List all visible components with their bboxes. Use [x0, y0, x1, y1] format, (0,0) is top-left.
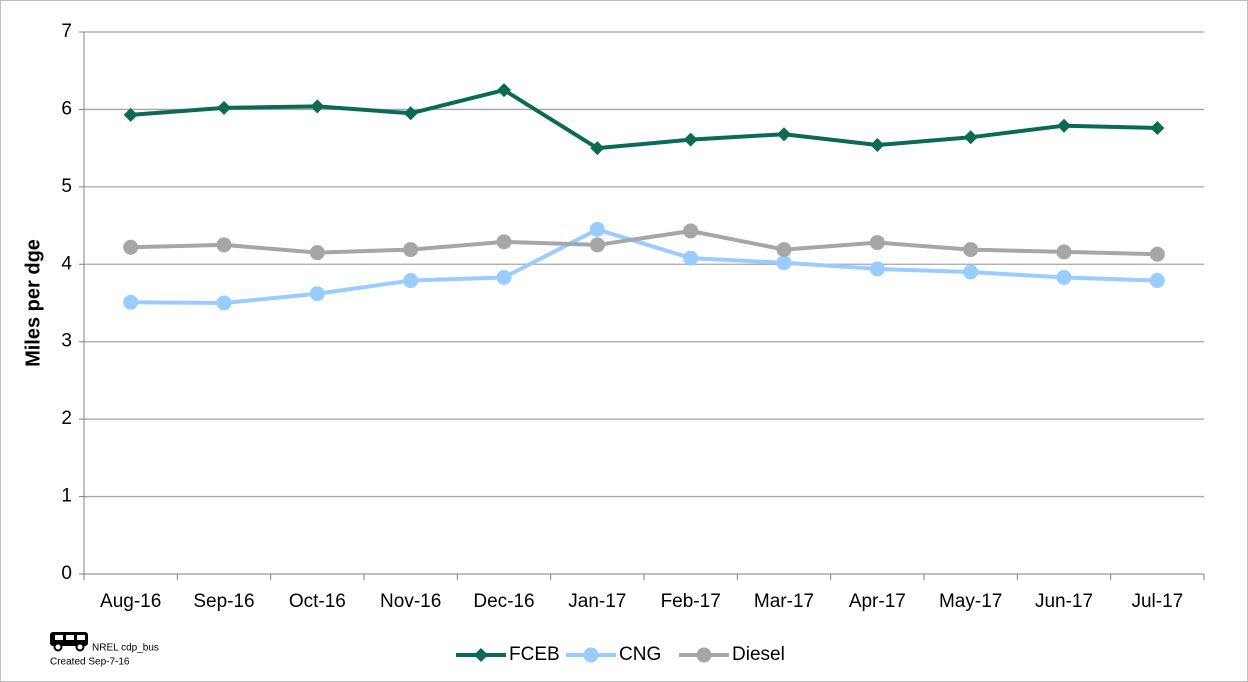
marker — [1056, 244, 1072, 260]
marker — [123, 239, 139, 255]
bus-icon — [50, 632, 88, 652]
marker — [216, 237, 232, 253]
marker — [1056, 269, 1072, 285]
legend-marker — [696, 647, 712, 663]
marker — [309, 286, 325, 302]
marker — [496, 234, 512, 250]
x-tick-label: Aug-16 — [100, 591, 161, 612]
marker — [963, 130, 978, 145]
legend-label: CNG — [619, 644, 661, 665]
y-tick-label: 4 — [61, 253, 72, 274]
marker — [403, 273, 419, 289]
marker — [869, 235, 885, 251]
legend-label: Diesel — [732, 644, 785, 665]
legend-marker — [474, 648, 488, 662]
x-tick-label: Nov-16 — [380, 591, 441, 612]
marker — [497, 83, 511, 98]
series-line — [130, 228, 1158, 257]
x-tick-label: Apr-17 — [849, 591, 906, 612]
x-tick-label: Jan-17 — [568, 591, 626, 612]
legend-label: FCEB — [509, 644, 560, 665]
marker — [309, 245, 325, 261]
marker — [310, 99, 325, 114]
x-tick-label: Oct-16 — [289, 591, 346, 612]
marker — [776, 242, 792, 258]
y-tick-label: 0 — [61, 563, 72, 584]
x-tick-label: Mar-17 — [754, 591, 814, 612]
x-tick-label: Jun-17 — [1035, 591, 1093, 612]
marker — [589, 237, 605, 253]
y-tick-label: 7 — [61, 21, 72, 42]
marker — [123, 107, 138, 122]
legend-marker — [583, 647, 599, 663]
marker — [683, 223, 699, 239]
marker — [683, 250, 699, 266]
x-tick-label: Sep-16 — [193, 591, 254, 612]
marker — [1150, 121, 1165, 136]
marker — [777, 127, 791, 142]
y-axis-label: Miles per dge — [22, 239, 44, 367]
x-tick-label: May-17 — [939, 591, 1002, 612]
note: NREL cdp_bus — [92, 643, 159, 654]
marker — [589, 221, 605, 237]
series-line — [130, 88, 1158, 151]
marker — [590, 141, 605, 156]
marker — [123, 294, 139, 310]
y-tick-label: 3 — [61, 331, 72, 352]
marker — [870, 138, 885, 153]
y-tick-label: 1 — [61, 486, 72, 507]
marker — [1149, 246, 1165, 262]
y-tick-label: 5 — [61, 176, 72, 197]
note: Created Sep-7-16 — [50, 657, 130, 668]
x-tick-label: Feb-17 — [661, 591, 721, 612]
series-line — [130, 227, 1158, 305]
marker — [869, 261, 885, 277]
y-tick-label: 2 — [61, 408, 72, 429]
marker — [963, 242, 979, 258]
marker — [683, 132, 698, 147]
marker — [776, 255, 792, 271]
marker — [403, 242, 419, 258]
y-tick-label: 6 — [61, 98, 72, 119]
x-tick-label: Dec-16 — [473, 591, 534, 612]
marker — [216, 295, 232, 311]
x-tick-label: Jul-17 — [1131, 591, 1183, 612]
marker — [496, 269, 512, 285]
marker — [963, 264, 979, 280]
marker — [1149, 273, 1165, 289]
marker — [403, 106, 418, 121]
marker — [217, 100, 231, 115]
marker — [1057, 118, 1071, 133]
